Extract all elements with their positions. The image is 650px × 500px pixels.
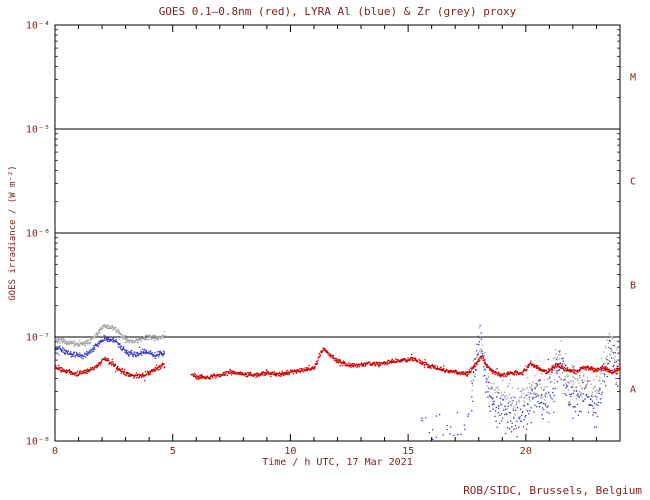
x-tick-label: 5	[170, 446, 176, 457]
axes: 0 5 10 15 20 10⁻⁸ 10⁻⁷ 10⁻⁶ 10⁻⁵ 10⁻⁴ M C B A	[26, 21, 636, 458]
flare-class-label: M	[630, 73, 636, 84]
y-tick-label: 10⁻⁸	[26, 437, 50, 448]
flare-class-label: B	[630, 281, 636, 292]
x-tick-label: 20	[520, 446, 532, 457]
flare-class-label: A	[630, 385, 636, 396]
series-lyra-al-proxy	[55, 324, 619, 440]
x-tick-label: 15	[402, 446, 414, 457]
flare-class-label: C	[630, 177, 636, 188]
credit-text: ROB/SIDC, Brussels, Belgium	[463, 484, 642, 497]
y-tick-label: 10⁻⁵	[26, 125, 50, 136]
chart-title: GOES 0.1–0.8nm (red), LYRA Al (blue) & Z…	[158, 5, 517, 18]
x-tick-label: 0	[52, 446, 58, 457]
y-tick-label: 10⁻⁷	[26, 333, 50, 344]
y-tick-label: 10⁻⁶	[26, 229, 50, 240]
y-tick-label: 10⁻⁴	[26, 21, 50, 32]
series-lyra-zr-proxy	[54, 323, 619, 424]
series-goes-0-1-0-8nm	[54, 347, 621, 382]
x-axis-label: Time / h UTC, 17 Mar 2021	[262, 457, 413, 468]
x-tick-label: 10	[284, 446, 296, 457]
